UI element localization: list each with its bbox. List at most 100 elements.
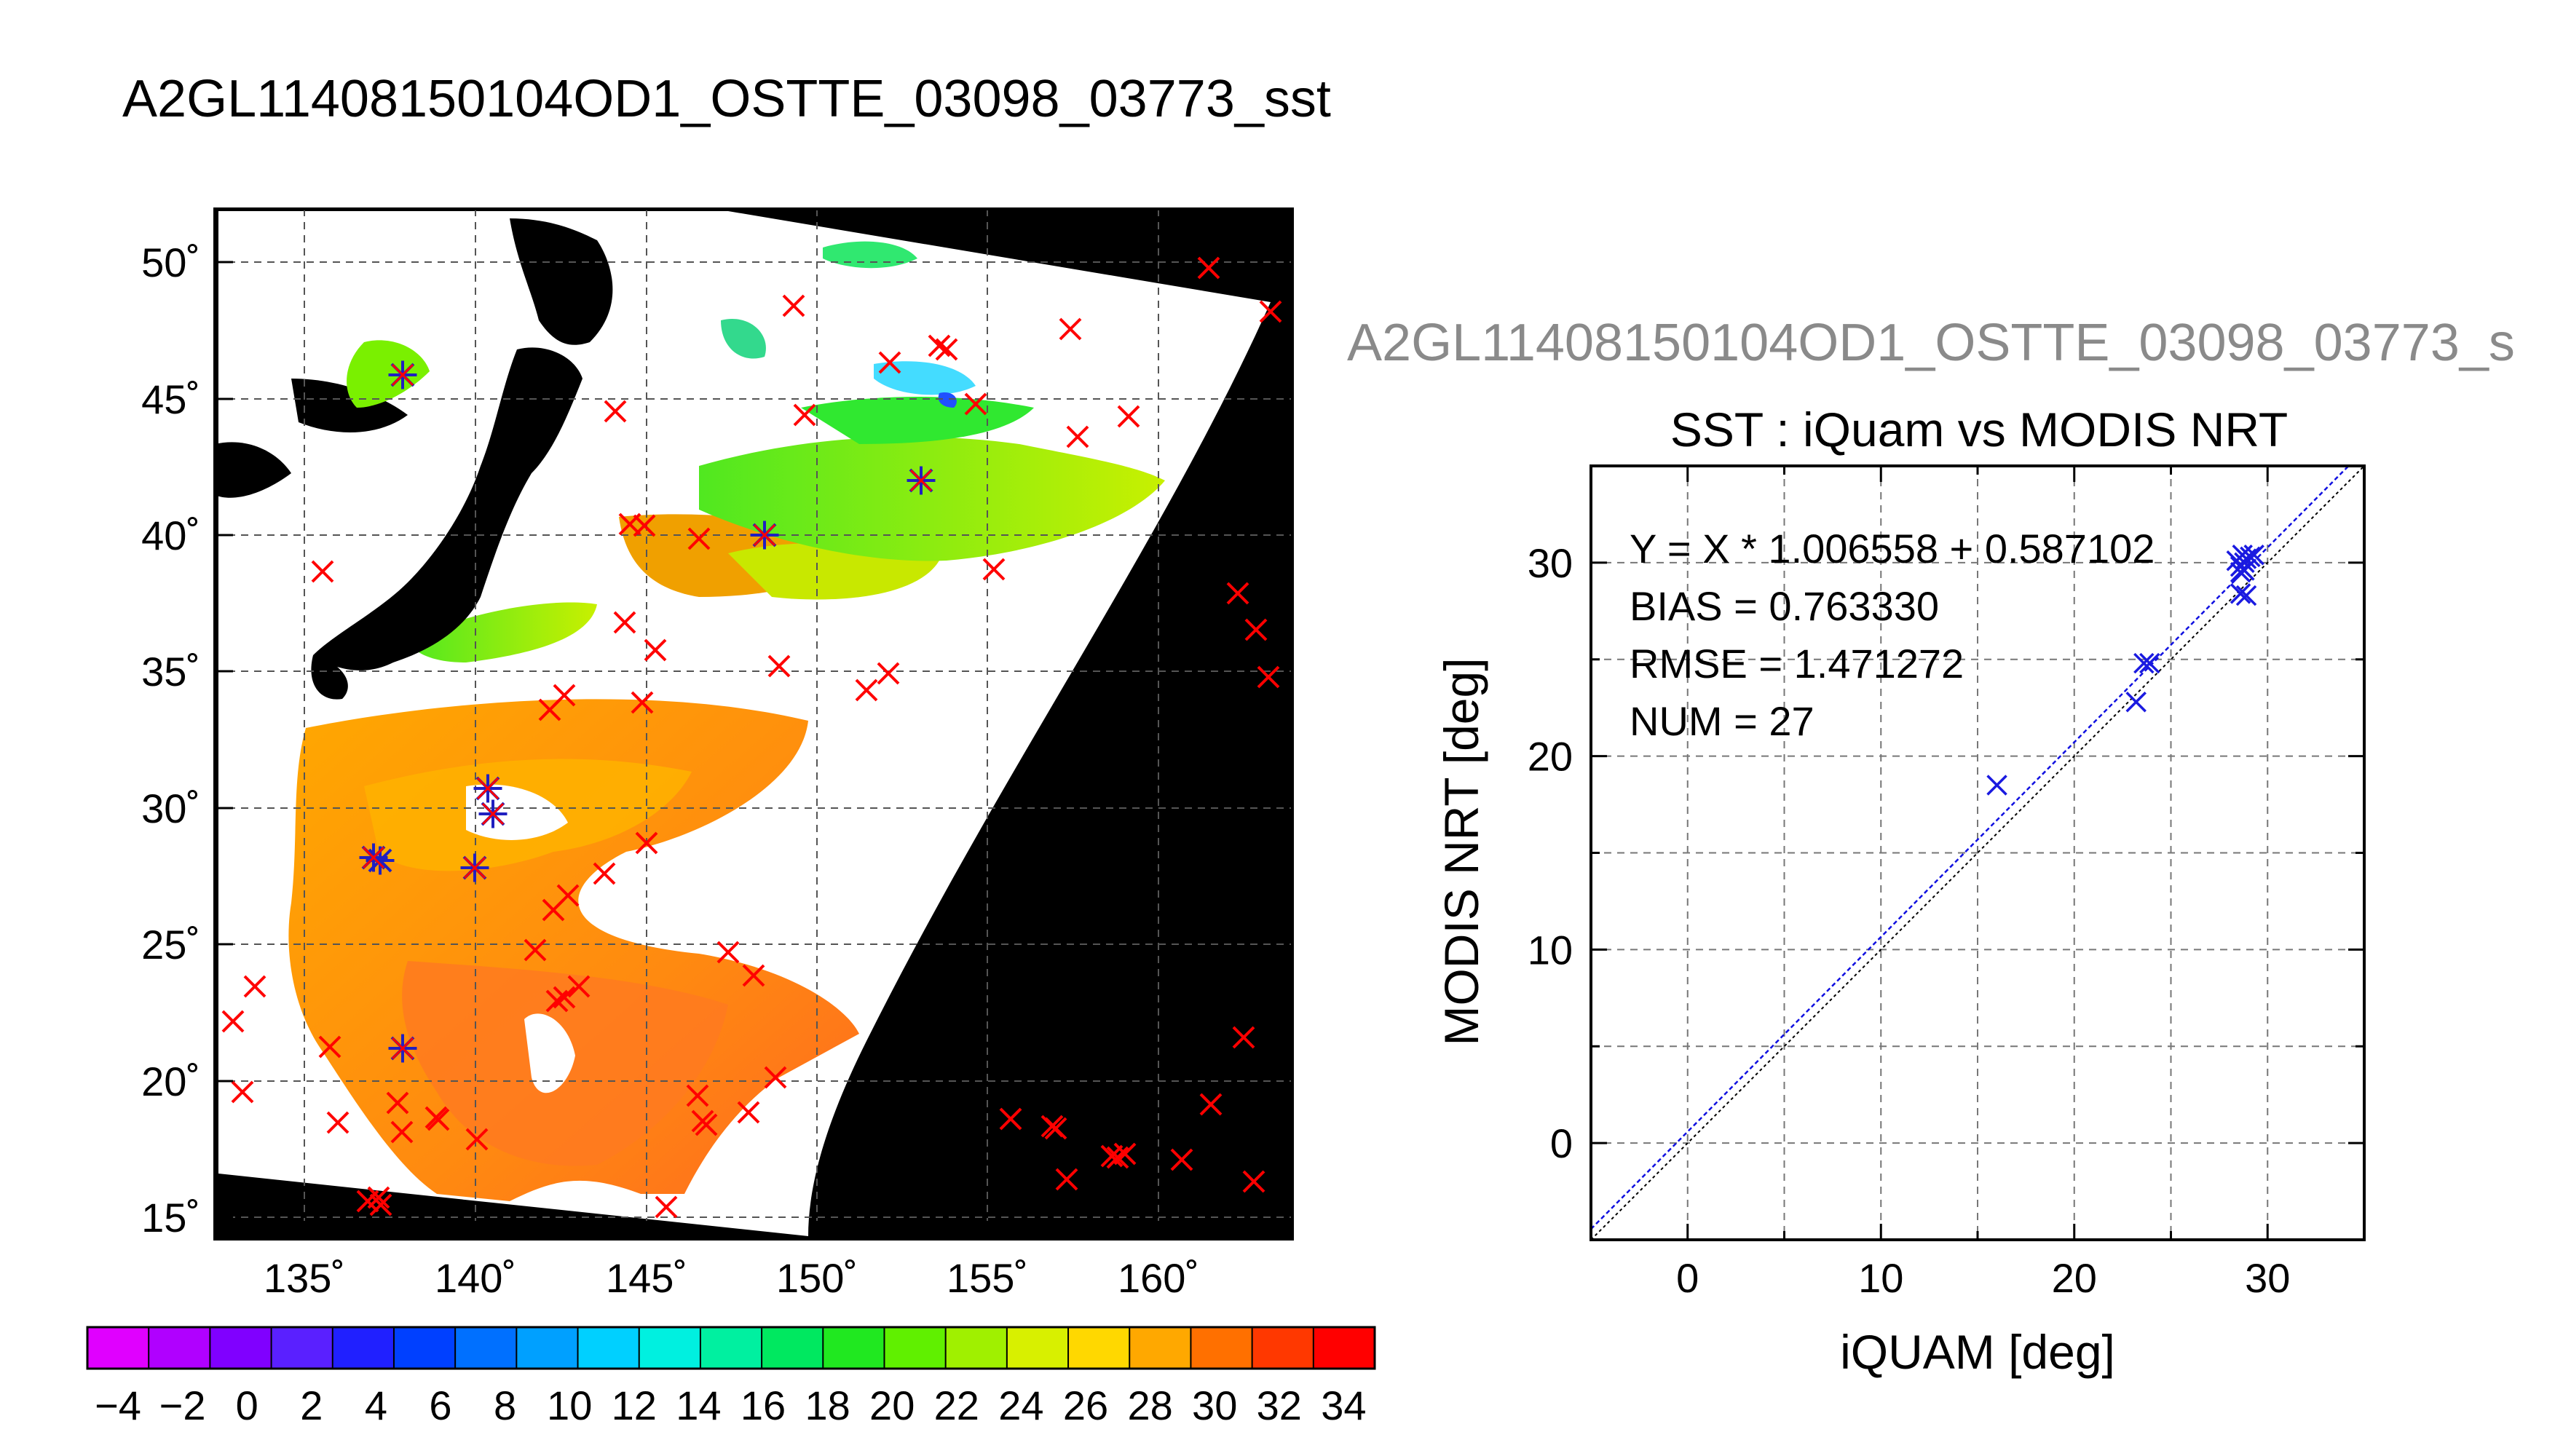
stats-num: NUM = 27 [1630, 698, 1814, 744]
x-tick-label: 0 [1676, 1255, 1699, 1301]
y-tick-label: 0 [1550, 1120, 1573, 1166]
x-tick-label: 20 [2052, 1255, 2097, 1301]
colorbar-frame [86, 1326, 1376, 1370]
sst-map: 50˚ 45˚ 40˚ 35˚ 30˚ 25˚ 20˚ 15˚ 135˚ 140˚ 145˚ 150… [141, 207, 1294, 1301]
colorbar-cell [1252, 1327, 1314, 1369]
insitu-marker [935, 338, 958, 361]
colorbar-label: 12 [612, 1382, 657, 1428]
regression-line [1590, 464, 2350, 1230]
colorbar-cell [87, 1327, 149, 1369]
y-axis-title: MODIS NRT [deg] [1434, 657, 1488, 1045]
colorbar-cell [271, 1327, 333, 1369]
insitu-marker [243, 975, 266, 998]
colorbar-cell [700, 1327, 762, 1369]
colorbar-label: 30 [1192, 1382, 1237, 1428]
insitu-marker [1226, 582, 1249, 605]
insitu-marker [553, 986, 576, 1009]
colorbar-cell [1006, 1327, 1069, 1369]
insitu-marker [695, 1113, 718, 1136]
insitu-marker [767, 654, 791, 678]
insitu-marker [855, 678, 878, 702]
insitu-marker [593, 862, 616, 885]
colorbar-label: 4 [365, 1382, 387, 1428]
scatter-point [2235, 585, 2257, 606]
matchup-insitu-marker [909, 469, 933, 492]
matchup-insitu-marker [481, 802, 505, 826]
insitu-markers [221, 256, 1282, 1219]
scatter-header: A2GL11408150104OD1_OSTTE_03098_03773_s [1347, 314, 2515, 372]
insitu-marker [1113, 1142, 1137, 1166]
insitu-marker [742, 964, 765, 987]
chart-title: SST : iQuam vs MODIS NRT [1670, 403, 2288, 456]
y-tick-labels: 0 10 20 30 [1528, 540, 1573, 1166]
insitu-marker [764, 1066, 787, 1089]
insitu-marker [1170, 1148, 1193, 1171]
insitu-marker [545, 989, 569, 1013]
insitu-marker [982, 558, 1006, 581]
lat-tick-label: 25˚ [141, 922, 200, 968]
scatter-points [1986, 545, 2264, 796]
colorbar-label: 26 [1063, 1382, 1108, 1428]
colorbar-labels: −4 −2 0 2 4 6 8 10 12 14 16 18 20 22 24 26 28 30 32 34 [95, 1382, 1366, 1428]
insitu-marker [1259, 300, 1282, 323]
stats-rmse: RMSE = 1.471272 [1630, 641, 1964, 687]
colorbar-cell [762, 1327, 824, 1369]
insitu-marker [1106, 1146, 1129, 1169]
colorbar-cell [1068, 1327, 1130, 1369]
matchup-insitu-marker [463, 856, 486, 879]
main-title: A2GL11408150104OD1_OSTTE_03098_03773_sst [122, 70, 1331, 128]
stats-bias: BIAS = 0.763330 [1630, 583, 1939, 629]
insitu-marker [613, 611, 636, 634]
insitu-marker [1059, 317, 1082, 341]
lat-tick-label: 15˚ [141, 1195, 200, 1241]
colorbar-cell [577, 1327, 640, 1369]
insitu-marker [1199, 1093, 1223, 1116]
colorbar-label: 6 [429, 1382, 451, 1428]
colorbar-label: 22 [934, 1382, 979, 1428]
identity-line [1590, 465, 2365, 1241]
x-tick-label: 30 [2245, 1255, 2290, 1301]
colorbar-cell [639, 1327, 701, 1369]
scatter-point [1986, 775, 2007, 796]
insitu-marker [793, 403, 816, 427]
insitu-marker [367, 1186, 390, 1209]
scatter-frame [1590, 464, 2366, 1241]
scatter-point [2139, 652, 2160, 674]
lon-tick-label: 155˚ [947, 1255, 1028, 1301]
insitu-marker [553, 684, 576, 707]
map-grid [215, 209, 1292, 1239]
x-tick-label: 10 [1858, 1255, 1903, 1301]
colorbar-cell [332, 1327, 395, 1369]
insitu-marker [964, 392, 987, 416]
colorbar-label: 20 [869, 1382, 915, 1428]
colorbar-cell [149, 1327, 210, 1369]
insitu-marker [567, 975, 591, 998]
matchup-insitu-marker [362, 846, 385, 869]
lon-tick-label: 140˚ [435, 1255, 516, 1301]
lat-tick-label: 50˚ [141, 240, 200, 285]
insitu-marker [1066, 425, 1089, 448]
colorbar-label: 2 [300, 1382, 323, 1428]
sea-of-japan-sst [347, 340, 430, 408]
lon-tick-label: 160˚ [1118, 1255, 1199, 1301]
insitu-marker [687, 527, 711, 550]
insitu-marker [221, 1010, 245, 1033]
insitu-marker [737, 1101, 760, 1124]
insitu-marker [1242, 1170, 1265, 1193]
scatter-point [2125, 691, 2147, 713]
colorbar-cells [87, 1327, 1375, 1369]
insitu-marker [782, 294, 805, 317]
sst-field-cool [699, 241, 1165, 561]
insitu-marker [542, 898, 565, 922]
colorbar-label: 24 [998, 1382, 1043, 1428]
stats-equation: Y = X * 1.006558 + 0.587102 [1630, 526, 2155, 571]
colorbar-label: 8 [494, 1382, 516, 1428]
colorbar-label: 34 [1321, 1382, 1366, 1428]
lat-tick-label: 40˚ [141, 513, 200, 558]
insitu-marker [878, 351, 901, 374]
insitu-marker [465, 1128, 489, 1151]
insitu-marker [686, 1084, 709, 1107]
matchup-insitu-marker [391, 1037, 414, 1060]
insitu-marker [311, 560, 334, 583]
